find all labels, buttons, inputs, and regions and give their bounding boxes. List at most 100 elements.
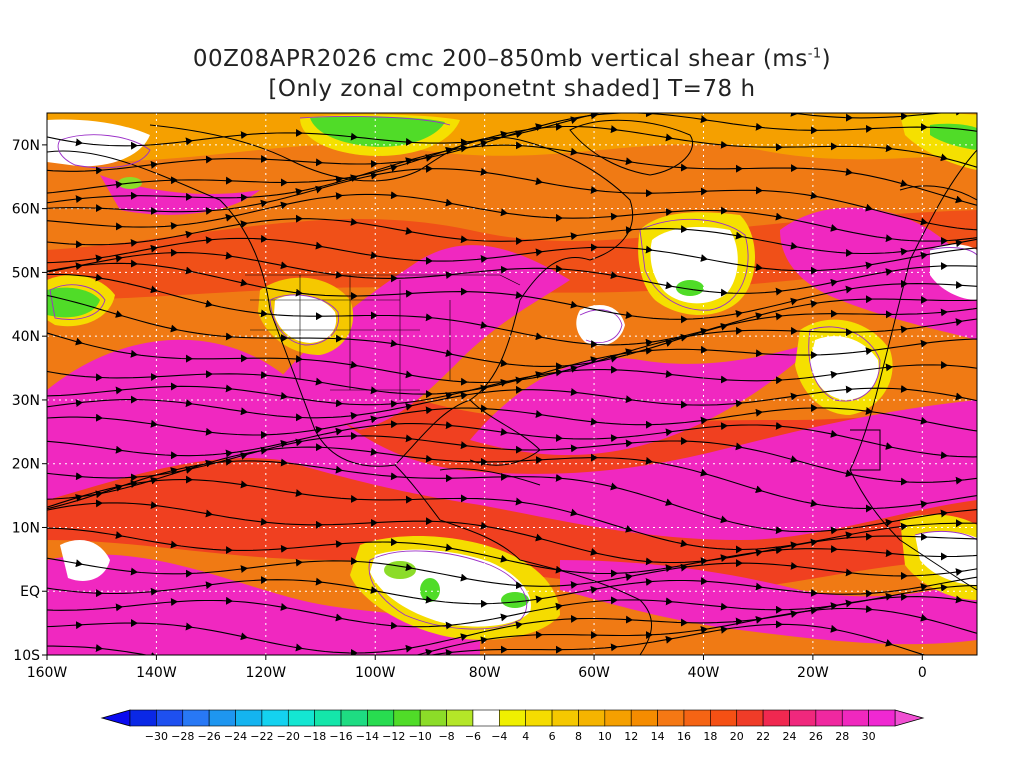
streamline-arrow (205, 459, 213, 468)
streamline-arrow (480, 521, 488, 530)
streamline-arrow (370, 447, 378, 456)
streamline-arrow (240, 480, 248, 489)
streamline-arrow (370, 386, 378, 395)
streamline-arrow (755, 582, 763, 591)
colorbar-swatch (446, 709, 474, 727)
streamline-arrow (425, 595, 433, 604)
streamline-arrow (390, 339, 398, 348)
streamline-arrow (130, 349, 138, 358)
streamline-arrow (185, 399, 193, 408)
streamline-arrow (240, 452, 248, 460)
streamline (47, 460, 977, 533)
streamline-arrow (535, 371, 543, 379)
colorbar-label: 18 (703, 730, 717, 743)
streamline-arrow (920, 500, 928, 509)
colorbar-label: −10 (409, 730, 432, 743)
map-title-line-1: 00Z08APR2026 cmc 200–850mb vertical shea… (192, 46, 832, 72)
streamline-arrow (315, 185, 323, 194)
streamline-arrow (920, 217, 928, 226)
streamline-arrow (955, 239, 963, 248)
streamline-arrow (390, 164, 398, 172)
colorbar-swatch (499, 709, 526, 727)
streamline-arrow (315, 425, 323, 434)
streamline-arrow (500, 554, 508, 563)
colorbar-label: 4 (522, 730, 529, 743)
streamline-arrow (392, 663, 396, 664)
streamline (47, 364, 977, 406)
graticule (47, 113, 977, 655)
streamline-arrow (350, 360, 358, 369)
streamline (47, 407, 977, 436)
streamline-arrow (700, 254, 708, 262)
streamline-arrow (830, 429, 838, 438)
colorbar-swatch (287, 709, 315, 727)
streamline-arrow (885, 639, 893, 647)
streamline-arrow (240, 632, 248, 641)
streamline-arrow (150, 652, 158, 655)
y-tick-label: 40N (12, 329, 40, 345)
y-tick-label: 20N (12, 457, 40, 473)
y-tick-label: EQ (20, 584, 40, 600)
streamline (47, 576, 977, 605)
streamline-arrow (295, 438, 303, 447)
streamline-arrow (555, 565, 563, 574)
x-tick-label: 120W (246, 665, 287, 681)
streamline-arrow (845, 285, 853, 294)
colorbar-swatch (208, 709, 236, 727)
streamline-arrow (170, 540, 178, 549)
streamline-arrow (185, 230, 193, 239)
streamline (47, 423, 977, 458)
colorbar-label: 26 (809, 730, 823, 743)
streamline (47, 435, 977, 483)
streamline-arrow (405, 157, 413, 165)
colorbar-label: −8 (438, 730, 454, 743)
streamline-arrow (260, 199, 268, 208)
streamline-arrow (515, 291, 523, 300)
streamline-arrow (75, 337, 83, 346)
streamline-arrow (680, 563, 688, 572)
streamline-arrow (515, 497, 523, 506)
streamline-arrow (295, 643, 303, 652)
streamline-arrow (625, 311, 633, 320)
streamline-arrow (700, 327, 708, 336)
streamline-arrow (445, 391, 453, 400)
streamline-arrow (335, 270, 343, 279)
colorbar-swatch (551, 709, 579, 727)
streamline-arrow (645, 456, 653, 465)
streamline-arrow (645, 338, 653, 347)
streamline-arrow (75, 559, 83, 568)
colorbar-label: −30 (145, 730, 168, 743)
colorbar-label: 10 (598, 730, 612, 743)
streamline-arrow (590, 356, 598, 364)
streamline-arrow (500, 613, 508, 622)
streamline-arrow (315, 377, 323, 386)
streamline-arrow (207, 668, 211, 669)
streamline-arrow (115, 310, 123, 318)
colorbar-high-arrow (894, 709, 925, 727)
streamline (47, 168, 977, 231)
streamline-arrow (845, 469, 853, 478)
streamline-arrow (535, 177, 543, 186)
streamline-arrow (810, 191, 818, 200)
streamline-arrow (720, 625, 728, 634)
streamline-arrow (280, 391, 288, 400)
colorbar-swatch (182, 709, 210, 727)
streamline-arrow (535, 533, 543, 542)
streamline-arrow (680, 333, 688, 342)
colorbar-swatch (578, 709, 606, 727)
streamline-arrow (610, 482, 618, 491)
y-tick-label: 60N (12, 202, 40, 218)
map-title-line-2: [Only zonal componetnt shaded] T=78 h (268, 76, 756, 102)
streamline-arrow (700, 625, 708, 634)
streamline-arrow (405, 370, 413, 379)
streamline-arrow (955, 195, 963, 204)
streamline-arrow (955, 595, 963, 604)
streamline-arrow (680, 539, 688, 548)
colorbar-label: −28 (171, 730, 194, 743)
streamline-arrow (500, 427, 508, 436)
streamline-arrow (315, 241, 323, 250)
streamline-arrow (625, 525, 633, 533)
streamline-arrow (480, 384, 488, 393)
streamline-arrow (665, 133, 673, 142)
streamline-arrow (260, 446, 268, 455)
